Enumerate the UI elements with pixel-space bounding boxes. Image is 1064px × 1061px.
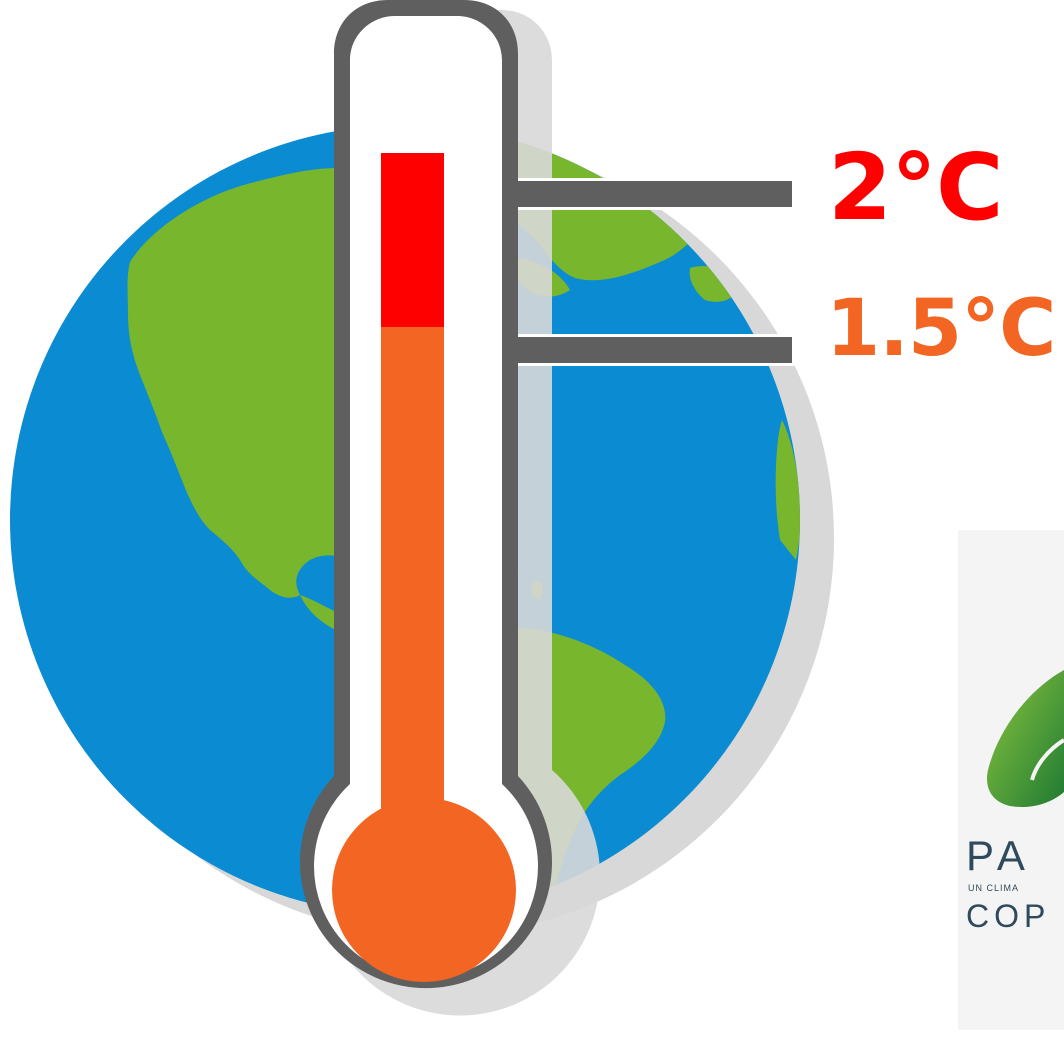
leaf-icon	[986, 670, 1064, 808]
logo-cop-text: COP	[966, 898, 1051, 934]
marker-bar-15c-line	[468, 337, 792, 363]
mercury-red-segment	[381, 153, 444, 327]
thermometer-icon	[300, 0, 552, 989]
mercury-column	[381, 326, 444, 926]
logo-title: PA	[966, 832, 1031, 879]
marker-bar-2c-line	[468, 181, 792, 207]
continent-africa-edge	[775, 420, 800, 560]
logo-subtitle: UN CLIMA	[968, 883, 1020, 893]
cop-logo-card: PA UN CLIMA COP	[958, 530, 1064, 1030]
temperature-label-1-5c: 1.5°C	[826, 284, 1056, 374]
temperature-label-2c: 2°C	[828, 134, 1004, 241]
